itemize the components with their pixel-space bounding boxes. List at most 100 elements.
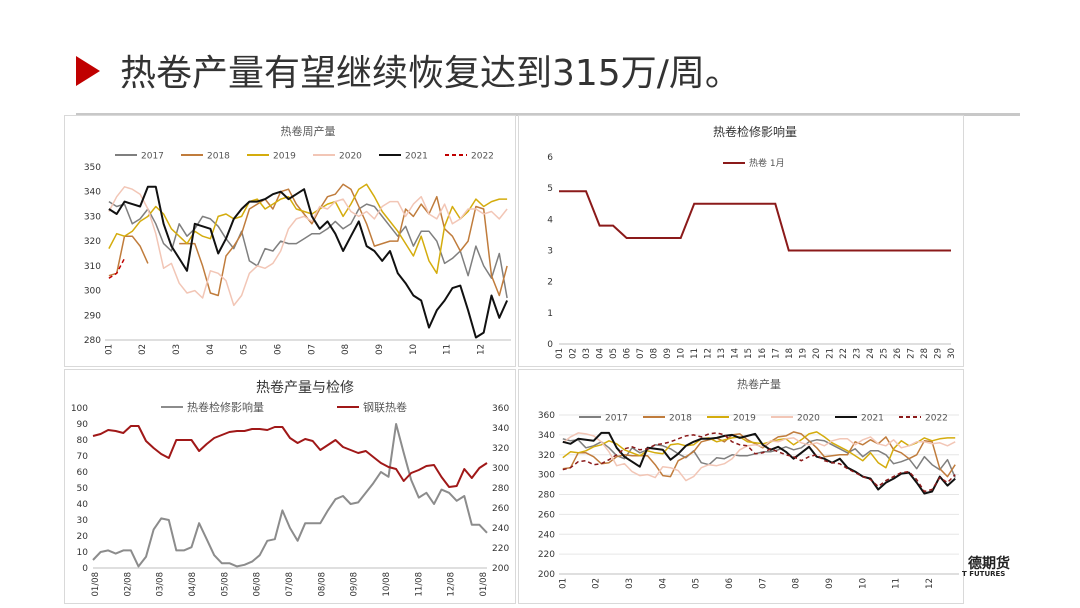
x-tick-label-6: 07/08 [285, 572, 295, 597]
legend-label-0: 热卷 1月 [749, 157, 785, 169]
legend-label-1: 2018 [669, 414, 692, 424]
series-line-2021 [108, 185, 509, 339]
legend-label-0: 热卷检修影响量 [187, 400, 264, 414]
y-left-tick-label-5: 50 [77, 484, 89, 494]
y-left-tick-label-10: 100 [71, 404, 88, 414]
y-tick-label-7: 350 [84, 163, 101, 173]
y-left-tick-label-0: 0 [82, 564, 88, 574]
x-tick-label-2: 03/08 [156, 572, 166, 597]
x-tick-label-4: 05 [692, 578, 702, 589]
x-tick-label-6: 07 [307, 344, 317, 355]
legend-label-5: 2022 [471, 152, 494, 162]
output-chart: 热卷产量 200 220 240 260 280 300 320 340 360 01 02 03 04 0… [518, 369, 964, 604]
x-tick-label-3: 04 [206, 344, 216, 355]
y-tick-label-1: 290 [84, 311, 101, 321]
x-tick-label-7: 08 [650, 348, 660, 359]
series-line-2019 [562, 431, 956, 469]
x-tick-label-21: 22 [839, 348, 849, 359]
x-tick-label-0: 01 [555, 348, 565, 359]
y-tick-label-1: 1 [547, 309, 553, 319]
x-tick-label-9: 10 [677, 348, 687, 359]
y-right-tick-label-3: 260 [492, 504, 509, 514]
x-tick-label-1: 02 [592, 578, 602, 589]
x-tick-label-10: 11 [892, 578, 902, 589]
x-tick-label-16: 17 [771, 348, 781, 359]
output-vs-maintenance-chart-svg: 热卷产量与检修 0 10 20 30 40 50 60 70 80 90 100 200 220 240 26… [71, 380, 510, 597]
legend-label-3: 2020 [797, 414, 820, 424]
series-line-2020 [108, 186, 508, 307]
x-tick-label-27: 28 [920, 348, 930, 359]
legend-label-0: 2017 [141, 152, 164, 162]
y-tick-label-4: 320 [84, 237, 101, 247]
x-tick-label-5: 06/08 [253, 572, 263, 597]
y-left-tick-label-3: 30 [77, 516, 89, 526]
x-tick-label-10: 11 [443, 344, 453, 355]
y-right-tick-label-1: 220 [492, 544, 509, 554]
output-vs-maintenance-chart: 热卷产量与检修 0 10 20 30 40 50 60 70 80 90 100 200 220 240 26… [64, 369, 516, 604]
x-tick-label-28: 29 [933, 348, 943, 359]
y-tick-label-6: 320 [538, 451, 555, 461]
x-tick-label-0: 01 [104, 344, 114, 355]
x-tick-label-5: 06 [623, 348, 633, 359]
x-tick-label-19: 20 [812, 348, 822, 359]
x-tick-label-9: 10 [409, 344, 419, 355]
x-tick-label-8: 09 [375, 344, 385, 355]
y-right-tick-label-6: 320 [492, 444, 509, 454]
x-tick-label-8: 09 [663, 348, 673, 359]
series-line-2022 [108, 258, 126, 279]
series-line-2019 [108, 183, 508, 275]
x-tick-label-14: 15 [744, 348, 754, 359]
x-tick-label-9: 10/08 [382, 572, 392, 597]
series-line-2022 [562, 432, 956, 493]
y-tick-label-2: 240 [538, 530, 555, 540]
legend-label-0: 2017 [605, 414, 628, 424]
y-left-tick-label-1: 10 [77, 548, 89, 558]
y-tick-label-4: 280 [538, 491, 555, 501]
header-divider [76, 113, 1020, 116]
x-tick-label-11: 12/08 [447, 572, 457, 597]
x-tick-label-29: 30 [947, 348, 957, 359]
chart-title: 热卷产量与检修 [256, 380, 354, 396]
legend-label-4: 2021 [861, 414, 884, 424]
x-tick-label-1: 02/08 [123, 572, 133, 597]
y-tick-label-6: 6 [547, 153, 553, 163]
x-tick-label-4: 05/08 [220, 572, 230, 597]
x-tick-label-11: 12 [477, 344, 487, 355]
x-tick-label-4: 05 [609, 348, 619, 359]
x-tick-label-2: 03 [172, 344, 182, 355]
x-tick-label-2: 03 [625, 578, 635, 589]
x-tick-label-12: 13 [717, 348, 727, 359]
y-left-tick-label-6: 60 [77, 468, 89, 478]
x-tick-label-15: 16 [758, 348, 768, 359]
x-tick-label-3: 04 [658, 578, 668, 589]
chart-title: 热卷检修影响量 [713, 124, 797, 139]
y-left-tick-label-2: 20 [77, 532, 89, 542]
output-chart-svg: 热卷产量 200 220 240 260 280 300 320 340 360 01 02 03 04 0… [538, 377, 959, 589]
x-tick-label-10: 11 [690, 348, 700, 359]
y-tick-label-2: 2 [547, 278, 553, 288]
page-title: 热卷产量有望继续恢复达到315万/周。 [120, 53, 741, 94]
y-left-tick-label-8: 80 [77, 436, 89, 446]
y-right-tick-label-5: 300 [492, 464, 509, 474]
y-left-tick-label-9: 90 [77, 420, 89, 430]
x-tick-label-22: 23 [852, 348, 862, 359]
y-tick-label-8: 360 [538, 411, 555, 421]
x-tick-label-26: 27 [906, 348, 916, 359]
x-tick-label-5: 06 [274, 344, 284, 355]
series-line-1 [92, 425, 488, 488]
y-tick-label-0: 0 [547, 340, 553, 350]
x-tick-label-3: 04 [596, 348, 606, 359]
legend-label-1: 2018 [207, 152, 230, 162]
x-tick-label-2: 03 [582, 348, 592, 359]
y-tick-label-3: 310 [84, 262, 101, 272]
y-tick-label-5: 5 [547, 184, 553, 194]
x-tick-label-0: 01/08 [91, 572, 101, 597]
x-tick-label-25: 26 [893, 348, 903, 359]
x-tick-label-7: 08 [792, 578, 802, 589]
y-left-tick-label-7: 70 [77, 452, 89, 462]
y-right-tick-label-4: 280 [492, 484, 509, 494]
y-right-tick-label-8: 360 [492, 404, 509, 414]
x-tick-label-20: 21 [825, 348, 835, 359]
x-tick-label-23: 24 [866, 348, 876, 359]
legend-label-2: 2019 [733, 414, 756, 424]
